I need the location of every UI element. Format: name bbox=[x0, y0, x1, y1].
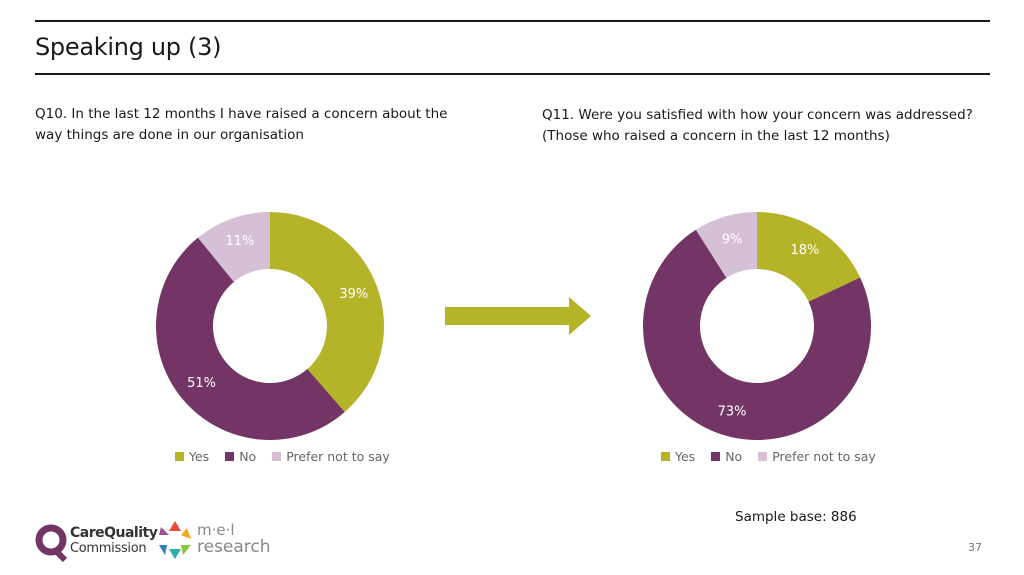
legend-label: No bbox=[239, 449, 257, 464]
q11-donut-chart: 18% 73% 9% bbox=[643, 212, 871, 440]
legend-item-prefer-not-to-say: Prefer not to say bbox=[758, 449, 876, 464]
page-number: 37 bbox=[968, 541, 982, 554]
data-label-prefer-not-to-say: 9% bbox=[722, 233, 743, 248]
q10-text: Q10. In the last 12 months I have raised… bbox=[35, 106, 448, 143]
data-label-yes: 18% bbox=[791, 243, 820, 258]
q11-legend: Yes No Prefer not to say bbox=[661, 449, 876, 464]
arrow-icon bbox=[445, 297, 591, 335]
cqc-logo-line2: Commission bbox=[70, 541, 147, 556]
cqc-logo-mark bbox=[35, 524, 68, 562]
legend-swatch bbox=[711, 452, 721, 461]
cqc-logo: CareQuality Commission bbox=[35, 522, 158, 562]
legend-swatch bbox=[758, 452, 768, 461]
legend-swatch bbox=[175, 452, 184, 461]
q10-donut-chart: 39% 51% 11% bbox=[156, 212, 384, 440]
mel-logo: m·e·l research bbox=[157, 521, 272, 563]
data-label-no: 51% bbox=[187, 376, 216, 391]
slice-prefer-not-to-say bbox=[695, 212, 757, 278]
legend-item-no: No bbox=[225, 449, 256, 464]
data-label-prefer-not-to-say: 11% bbox=[226, 234, 255, 249]
legend-swatch bbox=[225, 452, 235, 461]
mel-logo-line2: research bbox=[197, 537, 271, 557]
mel-logo-mark bbox=[159, 521, 191, 559]
data-label-yes: 39% bbox=[339, 287, 368, 302]
legend-item-prefer-not-to-say: Prefer not to say bbox=[272, 449, 390, 464]
legend-label: Prefer not to say bbox=[286, 449, 390, 464]
page-title: Speaking up (3) bbox=[35, 33, 222, 61]
slice-prefer-not-to-say bbox=[197, 212, 270, 282]
legend-item-yes: Yes bbox=[175, 449, 209, 464]
legend-item-yes: Yes bbox=[661, 449, 695, 464]
legend-label: Prefer not to say bbox=[772, 449, 876, 464]
slice-no bbox=[643, 229, 871, 440]
q10-legend: Yes No Prefer not to say bbox=[175, 449, 390, 464]
slice-yes bbox=[270, 212, 384, 413]
legend-label: No bbox=[725, 449, 743, 464]
cqc-logo-line1: CareQuality bbox=[70, 525, 158, 541]
legend-swatch bbox=[661, 452, 670, 461]
mel-logo-line1: m·e·l bbox=[197, 521, 235, 539]
data-label-no: 73% bbox=[718, 404, 747, 419]
q11-text: Q11. Were you satisfied with how your co… bbox=[542, 107, 973, 144]
legend-label: Yes bbox=[189, 449, 210, 464]
top-rule bbox=[35, 20, 990, 22]
legend-label: Yes bbox=[675, 449, 696, 464]
legend-item-no: No bbox=[711, 449, 742, 464]
title-rule bbox=[35, 73, 990, 75]
sample-base: Sample base: 886 bbox=[735, 509, 857, 525]
slice-no bbox=[156, 237, 345, 440]
slice-yes bbox=[757, 212, 861, 302]
legend-swatch bbox=[272, 452, 282, 461]
